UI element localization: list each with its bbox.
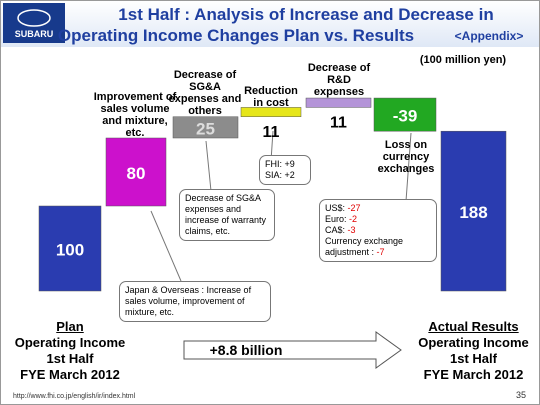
title: Operating Income Changes Plan vs. Result… — [58, 26, 414, 45]
bar — [305, 97, 372, 108]
category-label: Loss on currency exchanges — [377, 139, 435, 175]
total-subtitle: FYE March 2012 — [423, 367, 524, 382]
callout-line: FHI: +9 — [265, 159, 295, 169]
total-subtitle: FYE March 2012 — [20, 367, 120, 382]
value-label: -39 — [393, 107, 418, 126]
callout: Decrease of SG&A expenses and increase o… — [179, 189, 275, 241]
title: 1st Half : Analysis of Increase and Decr… — [118, 5, 493, 24]
logo-emblem — [17, 9, 51, 27]
total-label: Plan Operating Income 1st Half FYE March 20… — [5, 319, 135, 383]
category-label: Decrease of R&D expenses — [307, 62, 371, 98]
value-label: 80 — [127, 164, 146, 183]
value-label: 100 — [56, 241, 84, 260]
callout: US$: -27 Euro: -2 CA$: -3 Currency exchange… — [319, 199, 437, 262]
category-label: Reduction in cost — [244, 85, 298, 109]
value-label: 11 — [263, 124, 280, 141]
callout-line: Euro: -2 — [325, 214, 431, 225]
total-subtitle: 1st Half — [46, 351, 94, 366]
callout-line: US$: -27 — [325, 203, 431, 214]
total-subtitle: Operating Income — [14, 335, 126, 350]
callout: FHI: +9 SIA: +2 — [259, 155, 311, 185]
bar — [105, 137, 167, 207]
currency-value: -2 — [349, 214, 358, 224]
bar — [373, 97, 437, 132]
callout-line: CA$: -3 — [325, 225, 431, 236]
currency-value: -7 — [376, 247, 385, 257]
total-subtitle: Operating Income — [418, 335, 529, 350]
bar — [440, 130, 507, 292]
currency-label: CA$: — [325, 225, 346, 235]
total-subtitle: 1st Half — [450, 351, 497, 366]
bar — [172, 116, 239, 139]
page-number: 35 — [516, 390, 526, 400]
value-label: 11 — [330, 114, 347, 131]
header-band — [1, 1, 539, 47]
total-name: Actual Results — [428, 319, 519, 334]
bar — [240, 107, 302, 118]
callout-pointer — [150, 130, 412, 282]
currency-label: US$: — [325, 203, 346, 213]
total-name: Plan — [56, 319, 84, 334]
title-tag: <Appendix> — [455, 29, 524, 43]
logo-text: SUBARU — [15, 29, 54, 39]
currency-value: -27 — [347, 203, 361, 213]
bar — [38, 205, 102, 292]
currency-label: Currency exchange adjustment : — [325, 236, 404, 257]
footer-url: http://www.fhi.co.jp/english/ir/index.ht… — [13, 393, 136, 400]
value-label: 188 — [459, 203, 487, 222]
arrow-label: +8.8 billion — [210, 342, 283, 358]
callout-line: Currency exchange adjustment : -7 — [325, 236, 431, 258]
currency-value: -3 — [347, 225, 356, 235]
category-label: Decrease of SG&A expenses and others — [168, 69, 242, 117]
value-label: 25 — [196, 119, 215, 138]
total-label: Actual Results Operating Income 1st Half FY… — [409, 319, 539, 383]
callout-line: SIA: +2 — [265, 170, 295, 180]
unit-label: (100 million yen) — [420, 54, 507, 66]
category-label: Improvement of sales volume and mixture,… — [93, 91, 177, 139]
arrow — [183, 331, 402, 369]
currency-label: Euro: — [325, 214, 347, 224]
callout: Japan & Overseas : Increase of sales vol… — [119, 281, 271, 322]
